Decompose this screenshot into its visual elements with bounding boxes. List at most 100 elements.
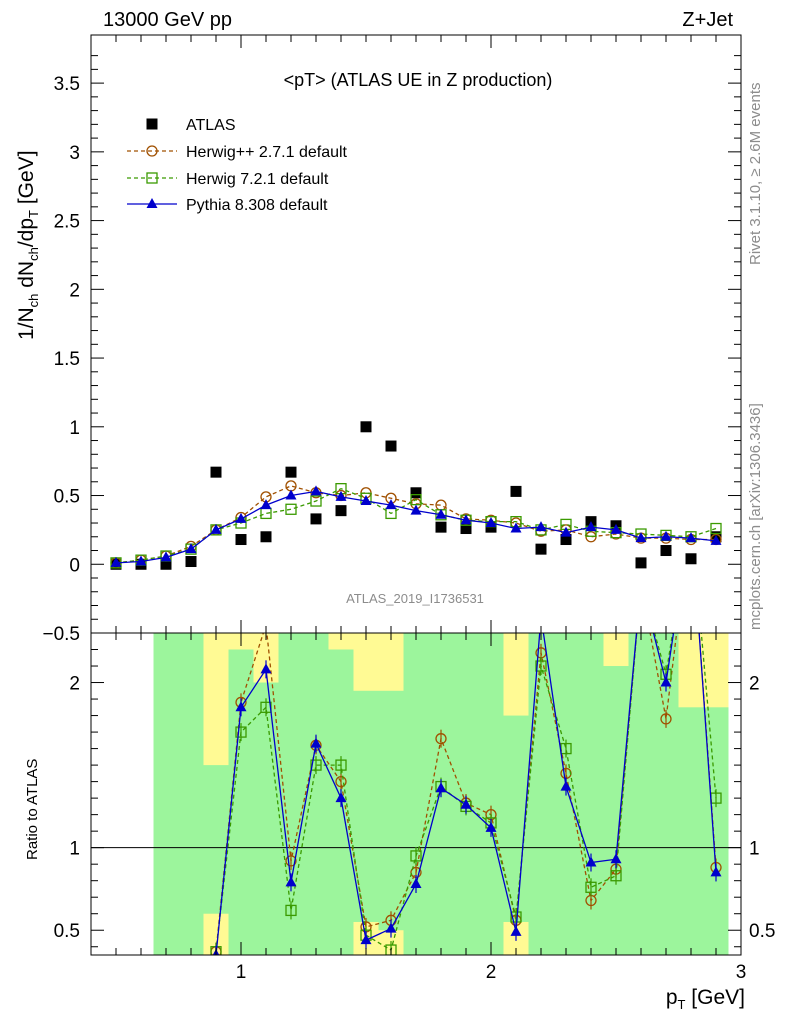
ratio-point-pythia-8-308-default [310, 737, 322, 748]
main-line-herwig-7-2-1-default [115, 487, 717, 564]
ratio-band-green [303, 633, 329, 955]
ratio-point-pythia-8-308-default [385, 922, 397, 933]
ratio-band-green [253, 682, 279, 955]
ratio-point-herwig-7-2-1-default [535, 660, 547, 672]
ratio-band-green [603, 666, 629, 955]
legend-label-herwig-2-7-1-default: Herwig++ 2.7.1 default [186, 144, 348, 161]
ratio-point-herwig-2-7-1-default [335, 775, 347, 788]
ratio-y-axis-label: Ratio to ATLAS [24, 759, 41, 860]
main-point-herwig-7-2-1-default [310, 495, 322, 507]
ratio-point-herwig-7-2-1-default [235, 726, 247, 738]
main-point-herwig-7-2-1-default [285, 503, 297, 515]
main-point-atlas [385, 440, 397, 452]
main-point-atlas [685, 553, 697, 565]
mcplots-label: mcplots.cern.ch [arXiv:1306.3436] [747, 403, 764, 630]
main-point-pythia-8-308-default [260, 499, 272, 510]
ratio-y-tick-label-right: 1 [749, 839, 760, 860]
ratio-point-herwig-7-2-1-default [335, 759, 347, 771]
main-point-atlas [235, 534, 247, 546]
ratio-point-herwig-7-2-1-default [410, 850, 422, 862]
ratio-point-herwig-2-7-1-default [660, 713, 672, 725]
ratio-band-green [478, 633, 504, 955]
ratio-point-pythia-8-308-default [410, 877, 422, 888]
main-point-pythia-8-308-default [610, 523, 622, 534]
legend-label-atlas: ATLAS [186, 117, 236, 134]
main-point-pythia-8-308-default [360, 495, 372, 506]
legend: ATLAS Herwig++ 2.7.1 default Herwig 7.2.1 … [127, 117, 348, 214]
ratio-point-herwig-7-2-1-default [310, 759, 322, 771]
ratio-axes: 1 2 30.5 0.51 12 2 [54, 633, 775, 983]
main-point-pythia-8-308-default [510, 522, 522, 533]
main-y-tick-label: −0.5 [42, 624, 80, 645]
ratio-point-pythia-8-308-default [710, 866, 722, 877]
ratio-band-green [528, 633, 554, 955]
ratio-point-herwig-7-2-1-default [686, 512, 696, 522]
ratio-x-tick-label: 3 [736, 962, 747, 983]
ratio-y-tick-label: 0.5 [54, 921, 80, 942]
main-point-pythia-8-308-default [385, 499, 397, 510]
ratio-band-green [278, 633, 304, 955]
main-point-pythia-8-308-default [710, 534, 722, 545]
main-y-tick-label: 2.5 [54, 212, 80, 233]
ratio-point-pythia-8-308-default [585, 856, 597, 867]
legend-marker-herwig-7-2-1-default [146, 172, 158, 184]
main-point-atlas [260, 531, 272, 543]
main-point-atlas [160, 558, 172, 570]
main-point-pythia-8-308-default [485, 517, 497, 528]
main-point-atlas [185, 556, 197, 568]
main-point-pythia-8-308-default [685, 532, 697, 543]
main-line-pythia-8-308-default [115, 490, 717, 564]
chart-title: <pT> (ATLAS UE in Z production) [284, 70, 553, 90]
main-point-atlas [535, 543, 547, 555]
main-axes: −0.5 0 0.5 1 1.5 2 2.5 3 3.5 [42, 35, 741, 645]
main-y-tick-label: 3 [69, 143, 80, 164]
ratio-point-pythia-8-308-default [360, 934, 372, 945]
ratio-x-tick-label: 1 [236, 962, 247, 983]
ratio-point-pythia-8-308-default [435, 782, 447, 793]
main-point-atlas [410, 487, 422, 499]
ratio-point-pythia-8-308-default [460, 798, 472, 809]
ratio-band-green [153, 633, 204, 955]
rivet-version-label: Rivet 3.1.10, ≥ 2.6M events [747, 83, 764, 266]
main-point-atlas [660, 545, 672, 557]
header-process-label: Z+Jet [682, 9, 733, 31]
ratio-band-green [678, 707, 729, 955]
analysis-watermark: ATLAS_2019_I1736531 [346, 591, 484, 606]
ratio-point-pythia-8-308-default [285, 876, 297, 887]
main-point-pythia-8-308-default [135, 555, 147, 566]
ratio-band-green [628, 633, 654, 955]
ratio-point-herwig-7-2-1-default [636, 578, 646, 588]
legend-label-pythia-8-308-default: Pythia 8.308 default [186, 197, 328, 214]
ratio-y-tick-label: 2 [69, 674, 80, 695]
main-point-pythia-8-308-default [285, 489, 297, 500]
ratio-point-pythia-8-308-default [235, 701, 247, 712]
main-point-pythia-8-308-default [160, 551, 172, 562]
ratio-band-green [353, 690, 379, 922]
main-point-pythia-8-308-default [235, 512, 247, 523]
ratio-point-herwig-2-7-1-default [285, 855, 297, 867]
main-point-pythia-8-308-default [660, 530, 672, 541]
main-point-atlas [510, 485, 522, 497]
ratio-point-herwig-7-2-1-default [610, 870, 622, 882]
ratio-y-tick-label-right: 0.5 [749, 921, 775, 942]
main-y-tick-label: 2 [69, 280, 80, 301]
ratio-point-pythia-8-308-default [536, 610, 547, 620]
main-point-pythia-8-308-default [635, 532, 647, 543]
ratio-x-tick-label: 2 [486, 962, 497, 983]
main-point-pythia-8-308-default [335, 490, 347, 501]
ratio-point-pythia-8-308-default [260, 663, 272, 674]
main-point-atlas [310, 513, 322, 525]
main-y-tick-label: 0.5 [54, 487, 80, 508]
legend-label-herwig-7-2-1-default: Herwig 7.2.1 default [186, 171, 329, 188]
main-point-herwig-7-2-1-default [710, 522, 722, 535]
x-axis-label: pT [GeV] [666, 986, 745, 1012]
main-point-atlas [460, 523, 472, 535]
legend-marker-atlas [146, 118, 158, 130]
main-point-pythia-8-308-default [560, 526, 572, 537]
ratio-band-green [453, 633, 479, 955]
ratio-point-pythia-8-308-default [335, 792, 347, 803]
main-point-herwig-2-7-1-default [285, 480, 297, 492]
ratio-uncertainty-bands [91, 633, 741, 955]
ratio-point-pythia-8-308-default [686, 511, 697, 521]
